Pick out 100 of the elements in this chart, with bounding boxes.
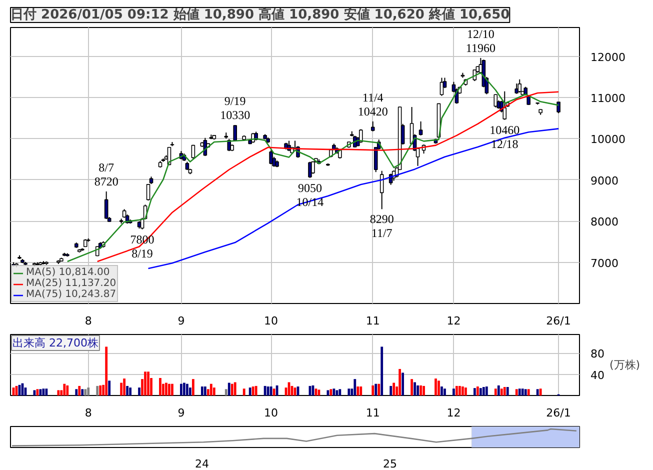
y-tick-label: 7000 bbox=[590, 256, 618, 270]
bar bbox=[410, 379, 413, 396]
bar bbox=[539, 388, 542, 396]
bar bbox=[440, 386, 443, 396]
bar bbox=[242, 388, 246, 396]
bar bbox=[414, 382, 416, 396]
y-tick-label: 80 bbox=[590, 348, 604, 361]
bar bbox=[210, 384, 212, 396]
bar bbox=[126, 386, 128, 396]
bar bbox=[524, 389, 527, 396]
bar bbox=[108, 380, 111, 396]
bar bbox=[39, 389, 42, 396]
bar bbox=[402, 372, 404, 396]
candlestick bbox=[502, 90, 507, 120]
bar bbox=[464, 388, 467, 396]
bar bbox=[186, 384, 188, 396]
bar bbox=[422, 386, 425, 396]
bar bbox=[527, 389, 530, 396]
bar bbox=[252, 386, 254, 396]
bar bbox=[374, 384, 378, 396]
bar bbox=[356, 386, 360, 396]
bar bbox=[330, 389, 332, 396]
y-axis-title: (万株) bbox=[609, 358, 640, 372]
legend-label: MA(5) 10,814.00 bbox=[26, 267, 110, 278]
bar bbox=[332, 388, 336, 396]
bar bbox=[392, 382, 396, 396]
annotation: 11/4 10420 bbox=[358, 90, 388, 118]
bar bbox=[515, 389, 518, 396]
candlestick bbox=[370, 120, 375, 132]
bar bbox=[123, 378, 126, 396]
candlestick bbox=[104, 190, 108, 220]
bar bbox=[497, 385, 500, 396]
candlestick bbox=[556, 102, 560, 114]
bar bbox=[168, 384, 170, 396]
bar bbox=[182, 382, 186, 396]
bar bbox=[171, 384, 174, 396]
legend-label: MA(25) 11,137.20 bbox=[26, 278, 116, 289]
bar bbox=[165, 382, 168, 396]
x-tick-label: 26/1 bbox=[546, 406, 571, 420]
bar bbox=[147, 372, 150, 396]
bar bbox=[326, 390, 330, 396]
bar bbox=[144, 372, 146, 396]
bar bbox=[452, 388, 455, 396]
y-tick-label: 9000 bbox=[590, 174, 618, 188]
bar bbox=[159, 378, 162, 396]
bar bbox=[416, 385, 419, 396]
bar bbox=[212, 388, 216, 396]
legend-label: MA(75) 10,243.87 bbox=[26, 289, 116, 300]
annotation: 12/10 11960 bbox=[466, 26, 496, 55]
bar bbox=[180, 384, 182, 396]
x-tick-label: 10 bbox=[264, 314, 278, 328]
bar bbox=[57, 390, 60, 396]
bar bbox=[456, 386, 458, 396]
bar bbox=[500, 388, 503, 396]
y-tick-label: 12000 bbox=[590, 50, 626, 64]
annotation: 8/7 8720 bbox=[94, 160, 118, 188]
bar bbox=[479, 388, 482, 396]
y-tick-label: 10000 bbox=[590, 133, 626, 146]
bar bbox=[234, 382, 236, 396]
bar bbox=[521, 388, 524, 396]
candlestick bbox=[191, 144, 196, 159]
bar bbox=[204, 386, 206, 396]
bar bbox=[120, 382, 123, 396]
bar bbox=[254, 386, 258, 396]
bar bbox=[338, 389, 342, 396]
bar bbox=[129, 388, 132, 396]
x-tick-label: 8 bbox=[84, 314, 92, 328]
bar bbox=[380, 346, 384, 396]
chart-title: 出来高 22,700株 bbox=[12, 336, 98, 350]
bar bbox=[476, 386, 479, 396]
bar bbox=[66, 385, 69, 396]
bar bbox=[264, 386, 266, 396]
bar bbox=[462, 386, 464, 396]
bar bbox=[188, 388, 192, 396]
bar bbox=[228, 382, 230, 396]
x-tick-label: 25 bbox=[383, 458, 398, 470]
annotation: 10460 12/18 bbox=[490, 122, 520, 151]
bar bbox=[372, 385, 374, 396]
bar bbox=[444, 388, 446, 396]
bar bbox=[192, 379, 194, 396]
bar bbox=[45, 388, 48, 396]
chart-title: 日付 2026/01/05 09:12 始値 10,890 高値 10,890 安値 10,620 終値 10,650 bbox=[10, 6, 510, 22]
bar bbox=[230, 384, 234, 396]
x-tick-label: 24 bbox=[195, 458, 210, 470]
bar bbox=[434, 378, 437, 396]
y-tick-label: 11000 bbox=[590, 92, 626, 106]
bar bbox=[378, 384, 380, 396]
x-tick-label: 26/1 bbox=[546, 314, 571, 328]
bar bbox=[336, 390, 338, 396]
bar bbox=[482, 387, 485, 396]
bar bbox=[63, 384, 66, 396]
x-tick-label: 10 bbox=[264, 406, 278, 420]
bar bbox=[354, 379, 356, 396]
bar bbox=[138, 388, 140, 396]
bar bbox=[96, 386, 99, 396]
x-tick-label: 9 bbox=[178, 314, 185, 328]
bar bbox=[494, 388, 497, 396]
candlestick bbox=[358, 128, 363, 144]
bar bbox=[438, 380, 440, 396]
bar bbox=[420, 385, 422, 396]
